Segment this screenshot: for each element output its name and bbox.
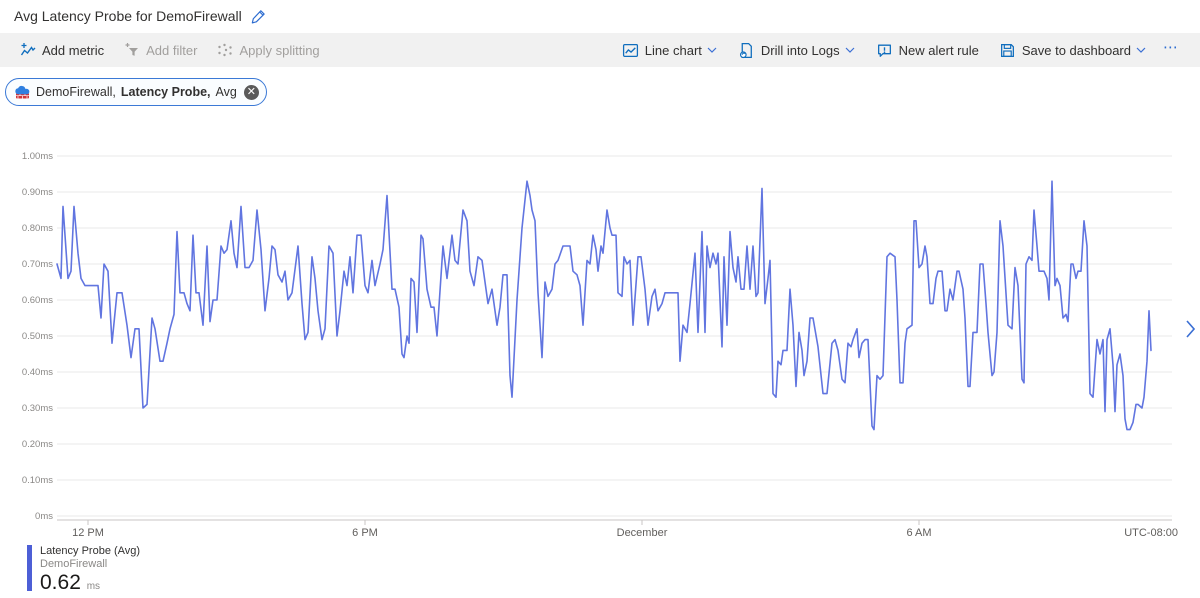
add-filter-icon xyxy=(124,42,140,58)
drill-into-logs-button[interactable]: Drill into Logs xyxy=(728,33,866,67)
apply-splitting-icon xyxy=(217,42,233,58)
add-metric-icon xyxy=(20,42,36,58)
legend-series-label: Latency Probe (Avg) xyxy=(40,545,141,557)
drill-into-logs-icon xyxy=(738,42,755,59)
line-chart-label: Line chart xyxy=(644,42,702,58)
add-filter-button[interactable]: Add filter xyxy=(114,33,207,67)
svg-text:12 PM: 12 PM xyxy=(72,527,104,539)
apply-splitting-label: Apply splitting xyxy=(239,42,320,58)
svg-text:UTC-08:00: UTC-08:00 xyxy=(1124,527,1178,539)
page-title: Avg Latency Probe for DemoFirewall xyxy=(14,8,242,24)
legend-unit: ms xyxy=(86,581,101,592)
add-filter-label: Add filter xyxy=(146,42,198,58)
ellipsis-icon: ⋯ xyxy=(1163,39,1180,56)
save-to-dashboard-label: Save to dashboard xyxy=(1021,42,1131,58)
svg-text:0.50ms: 0.50ms xyxy=(22,331,53,342)
svg-text:December: December xyxy=(617,527,668,539)
close-icon[interactable]: ✕ xyxy=(243,84,259,100)
apply-splitting-button[interactable]: Apply splitting xyxy=(207,33,329,67)
legend-value: 0.62 ms xyxy=(40,571,101,594)
chevron-down-icon xyxy=(1135,44,1147,56)
pill-resource: DemoFirewall, xyxy=(36,85,116,99)
firewall-icon xyxy=(14,85,31,100)
add-metric-label: Add metric xyxy=(42,42,105,58)
new-alert-rule-label: New alert rule xyxy=(898,42,979,58)
svg-text:0.20ms: 0.20ms xyxy=(22,439,53,450)
new-alert-rule-icon xyxy=(876,42,893,59)
chevron-right-icon xyxy=(1185,319,1195,339)
metric-pill[interactable]: DemoFirewall, Latency Probe, Avg ✕ xyxy=(5,78,267,106)
svg-text:1.00ms: 1.00ms xyxy=(22,151,53,162)
legend-color-bar xyxy=(27,545,32,591)
legend-item[interactable]: Latency Probe (Avg) DemoFirewall 0.62 ms xyxy=(27,545,140,598)
svg-text:6 AM: 6 AM xyxy=(906,527,931,539)
svg-text:0.80ms: 0.80ms xyxy=(22,223,53,234)
pencil-icon[interactable] xyxy=(250,8,267,25)
save-icon xyxy=(999,42,1016,59)
next-time-range-button[interactable] xyxy=(1182,318,1198,340)
svg-text:0.40ms: 0.40ms xyxy=(22,367,53,378)
chart-toolbar: Add metric Add filter Apply splitting Li… xyxy=(0,33,1200,67)
save-to-dashboard-button[interactable]: Save to dashboard xyxy=(989,33,1157,67)
new-alert-rule-button[interactable]: New alert rule xyxy=(866,33,989,67)
svg-text:0.10ms: 0.10ms xyxy=(22,475,53,486)
svg-text:0.70ms: 0.70ms xyxy=(22,259,53,270)
pill-metric: Latency Probe, xyxy=(120,85,211,99)
add-metric-button[interactable]: Add metric xyxy=(10,33,114,67)
more-options-button[interactable]: ⋯ xyxy=(1157,33,1186,67)
chart-title-row: Avg Latency Probe for DemoFirewall xyxy=(14,4,267,28)
svg-text:0.30ms: 0.30ms xyxy=(22,403,53,414)
line-chart-button[interactable]: Line chart xyxy=(612,33,728,67)
legend-resource: DemoFirewall xyxy=(40,558,108,570)
pill-aggregation: Avg xyxy=(215,85,237,99)
chevron-down-icon xyxy=(706,44,718,56)
svg-text:0.60ms: 0.60ms xyxy=(22,295,53,306)
svg-text:0ms: 0ms xyxy=(35,511,53,522)
drill-into-logs-label: Drill into Logs xyxy=(760,42,840,58)
svg-text:0.90ms: 0.90ms xyxy=(22,187,53,198)
svg-text:6 PM: 6 PM xyxy=(352,527,378,539)
chevron-down-icon xyxy=(844,44,856,56)
line-chart-icon xyxy=(622,42,639,59)
